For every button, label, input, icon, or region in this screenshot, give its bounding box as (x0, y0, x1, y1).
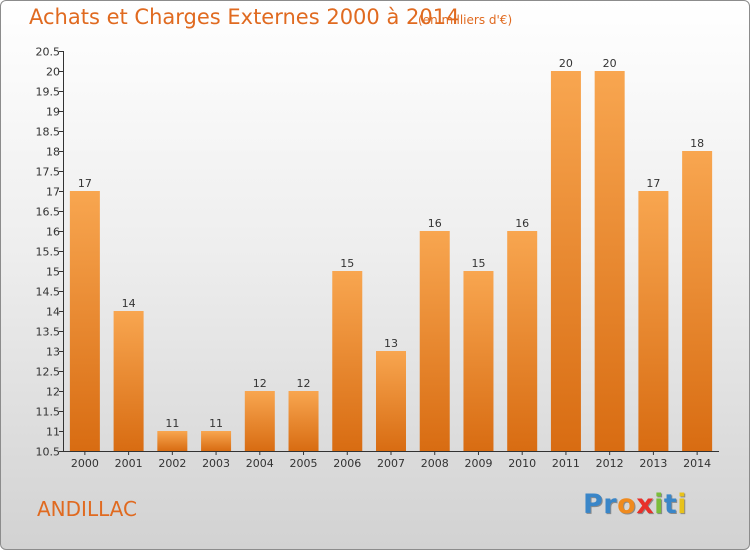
value-label: 12 (253, 377, 267, 390)
bar (157, 431, 188, 451)
bar (638, 191, 669, 451)
value-label: 20 (603, 57, 617, 70)
x-tick-label: 2006 (333, 457, 361, 470)
y-tick-label: 17 (46, 186, 60, 199)
value-label: 15 (471, 257, 485, 270)
bar (201, 431, 232, 451)
x-tick-label: 2014 (683, 457, 711, 470)
y-tick-label: 11 (46, 426, 60, 439)
y-tick-label: 18.5 (36, 126, 61, 139)
y-tick-label: 15 (46, 266, 60, 279)
value-label: 14 (122, 297, 136, 310)
x-tick-label: 2010 (508, 457, 536, 470)
y-tick-label: 11.5 (36, 406, 61, 419)
y-tick-label: 13.5 (36, 326, 61, 339)
bar (507, 231, 538, 451)
bar (419, 231, 450, 451)
chart-axes: 10.5 11 11.5 12 12.5 13 13.5 14 14.5 15 15.5 16 16.5… (36, 46, 719, 459)
value-label: 20 (559, 57, 573, 70)
value-label: 15 (340, 257, 354, 270)
y-tick-label: 19 (46, 106, 60, 119)
y-tick-label: 20 (46, 66, 60, 79)
proxiti-logo: Proxiti (583, 489, 687, 520)
x-tick-label: 2002 (158, 457, 186, 470)
x-tick-label: 2012 (596, 457, 624, 470)
x-tick-label: 2008 (421, 457, 449, 470)
logo-letter: x (636, 489, 655, 520)
value-label: 17 (646, 177, 660, 190)
x-tick-label: 2001 (115, 457, 143, 470)
y-tick-label: 16.5 (36, 206, 61, 219)
logo-letter: i (654, 489, 664, 520)
chart-subtitle: (en milliers d'€) (418, 13, 513, 27)
bar (332, 271, 363, 451)
value-label: 11 (209, 417, 223, 430)
bar (463, 271, 494, 451)
chart-labels: 2000 17 2001 14 2002 11 2003 11 2004 12 2005 12 2006… (71, 57, 711, 470)
bar (376, 351, 406, 451)
y-tick-label: 15.5 (36, 246, 61, 259)
y-tick-label: 20.5 (36, 46, 61, 59)
chart-bars (69, 71, 713, 451)
logo-letter: P (583, 489, 604, 520)
value-label: 16 (515, 217, 529, 230)
bar (113, 311, 144, 451)
x-tick-label: 2011 (552, 457, 580, 470)
bar (594, 71, 625, 451)
bar (682, 151, 713, 451)
bar (550, 71, 581, 451)
bar (69, 191, 100, 451)
y-tick-label: 14.5 (36, 286, 61, 299)
logo-letter: o (617, 489, 637, 520)
y-tick-label: 19.5 (36, 86, 61, 99)
x-tick-label: 2004 (246, 457, 274, 470)
value-label: 17 (78, 177, 92, 190)
y-tick-label: 12.5 (36, 366, 61, 379)
x-tick-label: 2003 (202, 457, 230, 470)
value-label: 18 (690, 137, 704, 150)
value-label: 16 (428, 217, 442, 230)
value-label: 11 (165, 417, 179, 430)
x-tick-label: 2007 (377, 457, 405, 470)
y-tick-label: 18 (46, 146, 60, 159)
logo-letter: t (663, 489, 678, 520)
x-tick-label: 2000 (71, 457, 99, 470)
x-tick-label: 2013 (639, 457, 667, 470)
y-tick-label: 12 (46, 386, 60, 399)
y-tick-label: 16 (46, 226, 60, 239)
bar (288, 391, 319, 451)
bar (244, 391, 275, 451)
logo-letter: r (603, 489, 618, 520)
y-tick-label: 13 (46, 346, 60, 359)
y-tick-label: 10.5 (36, 446, 61, 459)
x-tick-label: 2005 (290, 457, 318, 470)
value-label: 13 (384, 337, 398, 350)
value-label: 12 (297, 377, 311, 390)
y-tick-label: 14 (46, 306, 60, 319)
chart-title: Achats et Charges Externes 2000 à 2014 (29, 5, 460, 29)
commune-name: ANDILLAC (37, 497, 137, 521)
logo-letter: i (677, 489, 688, 520)
y-tick-label: 17.5 (36, 166, 61, 179)
x-tick-label: 2009 (464, 457, 492, 470)
